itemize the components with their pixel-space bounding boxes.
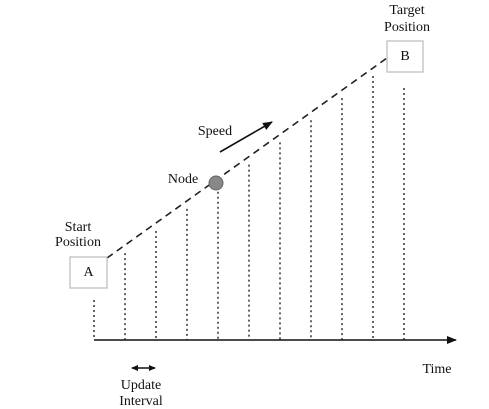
node-label: Node [168, 172, 198, 187]
target-label: Target [389, 3, 424, 18]
start-box-label: A [83, 265, 94, 280]
node [208, 175, 224, 191]
start-label: Start [65, 220, 92, 235]
speed-arrow [219, 121, 273, 153]
speed-label: Speed [198, 124, 232, 139]
target-box [386, 40, 424, 73]
update-lines [93, 76, 405, 340]
trajectory [106, 57, 388, 259]
start-label: Position [55, 235, 101, 250]
start-box [69, 256, 108, 289]
target-label: Position [384, 20, 430, 35]
interval-label: Update [121, 378, 161, 393]
axis-label: Time [422, 362, 451, 377]
interval-label: Interval [119, 394, 163, 409]
target-box-label: B [400, 49, 409, 64]
